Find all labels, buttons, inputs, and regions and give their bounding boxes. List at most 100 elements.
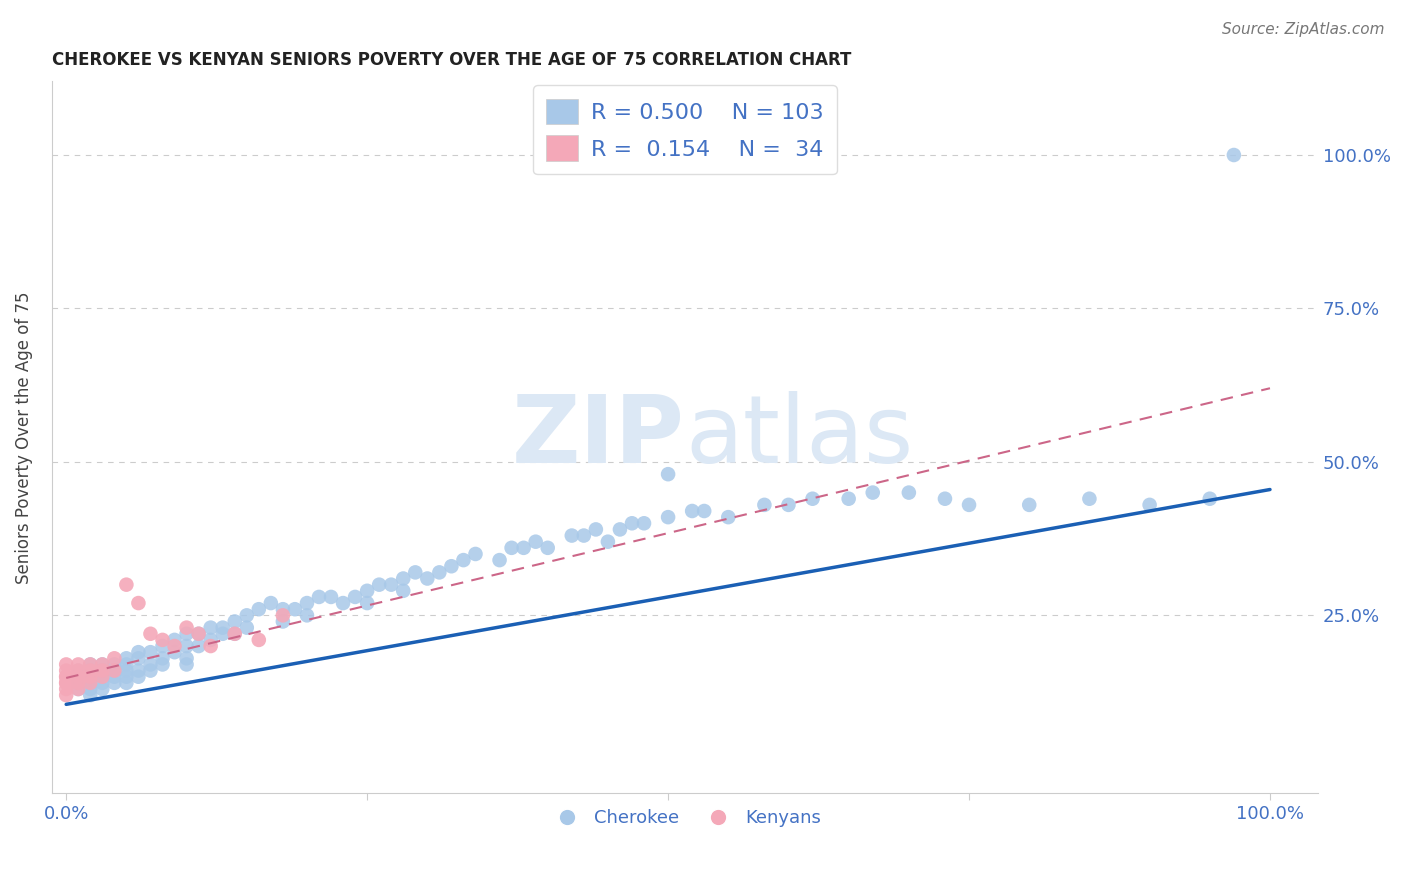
Point [211,626,233,640]
Point [91,657,114,672]
Point [103,651,125,665]
Point [271,602,294,616]
Point [957,498,980,512]
Point [187,626,209,640]
Point [392,572,415,586]
Point [392,583,415,598]
Point [633,516,655,531]
Point [79,657,101,672]
Point [681,504,703,518]
Point [152,657,174,672]
Point [717,510,740,524]
Point [236,608,259,623]
Legend: Cherokee, Kenyans: Cherokee, Kenyans [541,802,828,834]
Point [79,670,101,684]
Point [176,639,198,653]
Point [79,657,101,672]
Point [754,498,776,512]
Point [1018,498,1040,512]
Point [464,547,486,561]
Point [260,596,283,610]
Point [163,645,186,659]
Point [416,572,439,586]
Point [897,485,920,500]
Point [152,639,174,653]
Point [657,510,679,524]
Point [67,676,90,690]
Point [1078,491,1101,506]
Point [139,664,162,678]
Point [211,621,233,635]
Point [200,639,222,653]
Point [224,615,246,629]
Point [332,596,354,610]
Point [103,664,125,678]
Point [152,651,174,665]
Point [67,664,90,678]
Point [127,664,149,678]
Point [537,541,560,555]
Y-axis label: Seniors Poverty Over the Age of 75: Seniors Poverty Over the Age of 75 [15,291,32,583]
Point [67,670,90,684]
Point [176,621,198,635]
Point [247,632,270,647]
Point [127,651,149,665]
Point [55,670,77,684]
Point [295,596,318,610]
Text: CHEROKEE VS KENYAN SENIORS POVERTY OVER THE AGE OF 75 CORRELATION CHART: CHEROKEE VS KENYAN SENIORS POVERTY OVER … [52,51,851,69]
Point [115,657,138,672]
Point [55,664,77,678]
Point [247,602,270,616]
Point [512,541,534,555]
Point [163,639,186,653]
Point [67,657,90,672]
Point [79,670,101,684]
Point [271,608,294,623]
Point [224,626,246,640]
Point [115,651,138,665]
Point [55,676,77,690]
Point [187,626,209,640]
Point [79,676,101,690]
Point [79,664,101,678]
Point [778,498,800,512]
Point [693,504,716,518]
Point [1198,491,1220,506]
Point [67,664,90,678]
Point [176,657,198,672]
Point [585,523,607,537]
Point [127,670,149,684]
Point [115,676,138,690]
Point [236,621,259,635]
Point [319,590,342,604]
Point [838,491,860,506]
Point [115,670,138,684]
Point [91,664,114,678]
Point [67,676,90,690]
Point [91,670,114,684]
Point [127,645,149,659]
Point [295,608,318,623]
Point [271,615,294,629]
Point [200,621,222,635]
Point [801,491,824,506]
Point [115,577,138,591]
Point [139,626,162,640]
Point [620,516,643,531]
Point [176,651,198,665]
Point [91,670,114,684]
Point [344,590,367,604]
Point [67,681,90,696]
Point [55,681,77,696]
Point [224,626,246,640]
Point [139,657,162,672]
Point [596,534,619,549]
Text: atlas: atlas [685,392,912,483]
Point [67,670,90,684]
Point [524,534,547,549]
Point [453,553,475,567]
Point [368,577,391,591]
Point [152,632,174,647]
Point [488,553,510,567]
Point [501,541,523,555]
